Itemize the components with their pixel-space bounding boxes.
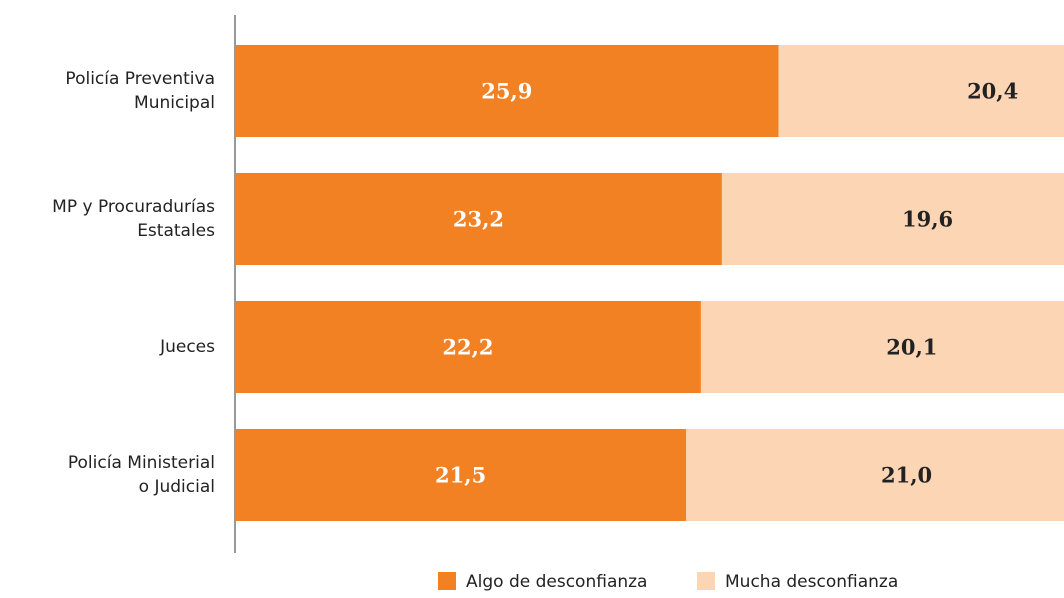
category-label: Jueces (160, 337, 215, 357)
legend-swatch (697, 572, 715, 590)
value-label: 19,6 (902, 207, 953, 232)
bar-segment (235, 45, 779, 137)
legend-label: Algo de desconfianza (466, 572, 647, 592)
category-label: Policía Ministerial o Judicial (67, 453, 215, 497)
value-label: 21,5 (435, 463, 486, 488)
legend-label: Mucha desconfianza (725, 572, 898, 592)
value-label: 23,2 (453, 207, 504, 232)
legend-swatch (438, 572, 456, 590)
category-label: Policía Preventiva Municipal (65, 69, 215, 113)
value-label: 21,0 (881, 463, 932, 488)
bar-segment (700, 301, 1064, 393)
bar-segment (721, 173, 1064, 265)
value-label: 20,4 (967, 79, 1018, 104)
category-label: MP y Procuradurías Estatales (52, 197, 215, 241)
bar-segment (686, 429, 1064, 521)
bar-segment (235, 429, 687, 521)
value-label: 20,1 (886, 335, 937, 360)
bar-segment (235, 301, 701, 393)
value-label: 22,2 (442, 335, 493, 360)
bar-segment (778, 45, 1064, 137)
value-label: 25,9 (481, 79, 532, 104)
bar-segment (235, 173, 722, 265)
